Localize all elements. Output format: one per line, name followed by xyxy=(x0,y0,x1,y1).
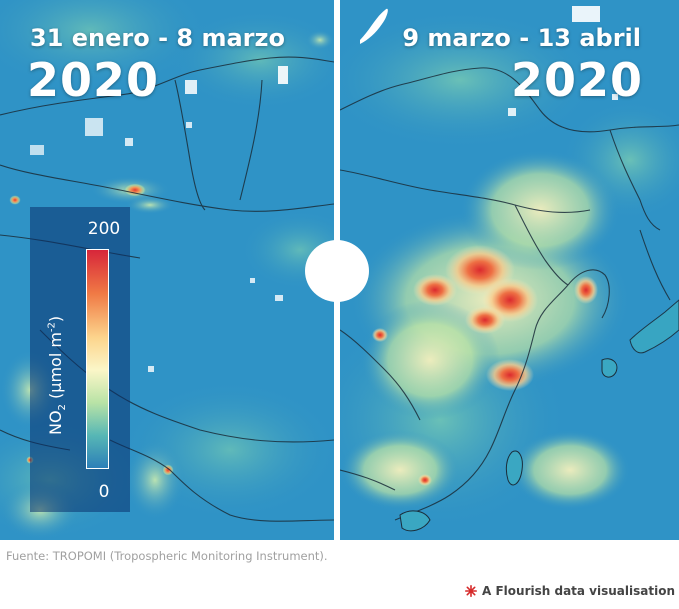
legend-title-prefix: NO xyxy=(46,410,65,435)
map-comparison-slider[interactable]: 31 enero - 8 marzo 2020 9 marzo - 13 abr… xyxy=(0,0,679,540)
no2-map-after xyxy=(340,0,679,540)
before-period-label: 31 enero - 8 marzo xyxy=(30,24,285,52)
legend-min-value: 0 xyxy=(98,482,110,502)
legend-title-subscript: 2 xyxy=(57,404,69,411)
comparison-slider-handle[interactable] xyxy=(305,240,369,302)
legend-title-superscript: -2 xyxy=(46,322,58,333)
flourish-credit-link[interactable]: A Flourish data visualisation xyxy=(465,584,675,598)
legend-title-unit: (µmol m xyxy=(46,332,65,405)
legend-title-suffix: ) xyxy=(46,315,65,323)
after-year-label: 2020 xyxy=(510,53,643,107)
color-legend: 200 0 NO2 (µmol m-2) xyxy=(30,207,130,512)
map-after-pane xyxy=(340,0,679,540)
legend-max-value: 200 xyxy=(87,219,121,239)
before-year-label: 2020 xyxy=(27,53,160,107)
flourish-credit-label: A Flourish data visualisation xyxy=(482,584,675,598)
after-period-label: 9 marzo - 13 abril xyxy=(402,24,641,52)
source-note: Fuente: TROPOMI (Tropospheric Monitoring… xyxy=(6,549,328,563)
flourish-star-icon xyxy=(465,585,478,597)
legend-color-ramp xyxy=(86,249,109,469)
